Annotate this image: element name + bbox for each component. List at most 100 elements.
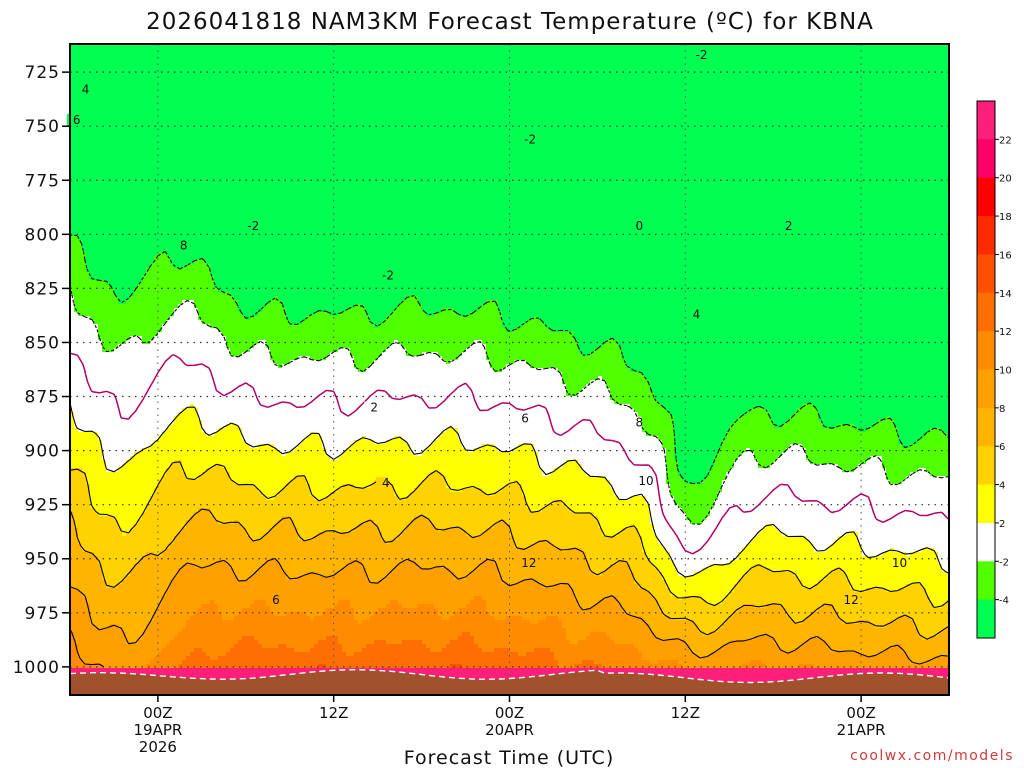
temperature-cell: [170, 496, 175, 501]
temperature-cell: [102, 176, 107, 181]
temperature-cell: [134, 52, 139, 57]
temperature-cell: [142, 476, 147, 481]
temperature-cell: [90, 652, 95, 657]
temperature-cell: [98, 508, 103, 513]
temperature-cell: [86, 564, 91, 569]
temperature-cell: [154, 376, 159, 381]
temperature-cell: [134, 668, 139, 673]
temperature-cell: [130, 68, 135, 73]
temperature-cell: [78, 248, 83, 253]
temperature-cell: [178, 204, 183, 209]
temperature-cell: [74, 204, 79, 209]
temperature-cell: [74, 172, 79, 177]
chart-title: 2026041818 NAM3KM Forecast Temperature (…: [146, 9, 874, 35]
temperature-cell: [106, 100, 111, 105]
temperature-cell: [142, 420, 147, 425]
temperature-cell: [182, 48, 187, 53]
temperature-cell: [118, 344, 123, 349]
temperature-cell: [70, 388, 75, 393]
temperature-cell: [86, 480, 91, 485]
temperature-cell: [134, 412, 139, 417]
temperature-cell: [82, 264, 87, 269]
temperature-cell: [158, 232, 163, 237]
temperature-cell: [182, 288, 187, 293]
temperature-cell: [86, 172, 91, 177]
temperature-cell: [94, 592, 99, 597]
temperature-cell: [190, 232, 195, 237]
temperature-cell: [70, 516, 75, 521]
temperature-cell: [86, 128, 91, 133]
temperature-cell: [166, 496, 171, 501]
temperature-cell: [90, 580, 95, 585]
temperature-cell: [122, 220, 127, 225]
temperature-cell: [114, 228, 119, 233]
temperature-cell: [186, 516, 191, 521]
temperature-cell: [114, 612, 119, 617]
temperature-cell: [74, 320, 79, 325]
temperature-cell: [166, 172, 171, 177]
temperature-cell: [90, 216, 95, 221]
temperature-cell: [178, 660, 183, 665]
temperature-cell: [78, 640, 83, 645]
temperature-cell: [106, 608, 111, 613]
temperature-cell: [142, 292, 147, 297]
temperature-cell: [90, 92, 95, 97]
temperature-cell: [158, 72, 163, 77]
temperature-cell: [170, 80, 175, 85]
temperature-cell: [150, 116, 155, 121]
temperature-cell: [90, 404, 95, 409]
temperature-cell: [134, 288, 139, 293]
temperature-cell: [186, 544, 191, 549]
temperature-cell: [146, 196, 151, 201]
temperature-cell: [70, 648, 75, 653]
temperature-cell: [98, 380, 103, 385]
temperature-cell: [94, 460, 99, 465]
temperature-cell: [178, 148, 183, 153]
temperature-cell: [102, 660, 107, 665]
temperature-cell: [78, 308, 83, 313]
temperature-cell: [142, 268, 147, 273]
temperature-cell: [166, 344, 171, 349]
temperature-cell: [170, 112, 175, 117]
temperature-cell: [94, 548, 99, 553]
temperature-cell: [82, 360, 87, 365]
temperature-cell: [134, 60, 139, 65]
temperature-cell: [162, 500, 167, 505]
temperature-cell: [138, 268, 143, 273]
temperature-cell: [170, 352, 175, 357]
temperature-cell: [82, 624, 87, 629]
temperature-cell: [126, 368, 131, 373]
temperature-cell: [82, 412, 87, 417]
temperature-cell: [90, 156, 95, 161]
temperature-cell: [74, 304, 79, 309]
temperature-cell: [178, 388, 183, 393]
temperature-cell: [146, 64, 151, 69]
temperature-cell: [138, 224, 143, 229]
temperature-cell: [90, 76, 95, 81]
temperature-cell: [138, 120, 143, 125]
temperature-cell: [146, 404, 151, 409]
temperature-cell: [186, 400, 191, 405]
temperature-cell: [122, 352, 127, 357]
temperature-cell: [142, 76, 147, 81]
temperature-cell: [86, 616, 91, 621]
temperature-cell: [162, 564, 167, 569]
temperature-cell: [122, 144, 127, 149]
temperature-cell: [142, 412, 147, 417]
temperature-cell: [158, 400, 163, 405]
temperature-cell: [190, 440, 195, 445]
temperature-cell: [182, 180, 187, 185]
temperature-cell: [178, 480, 183, 485]
temperature-cell: [138, 164, 143, 169]
temperature-cell: [150, 140, 155, 145]
temperature-cell: [138, 144, 143, 149]
temperature-cell: [174, 140, 179, 145]
temperature-cell: [114, 148, 119, 153]
temperature-cell: [174, 192, 179, 197]
temperature-cell: [98, 208, 103, 213]
temperature-cell: [190, 184, 195, 189]
temperature-cell: [122, 168, 127, 173]
temperature-cell: [82, 544, 87, 549]
temperature-cell: [122, 528, 127, 533]
temperature-cell: [186, 92, 191, 97]
